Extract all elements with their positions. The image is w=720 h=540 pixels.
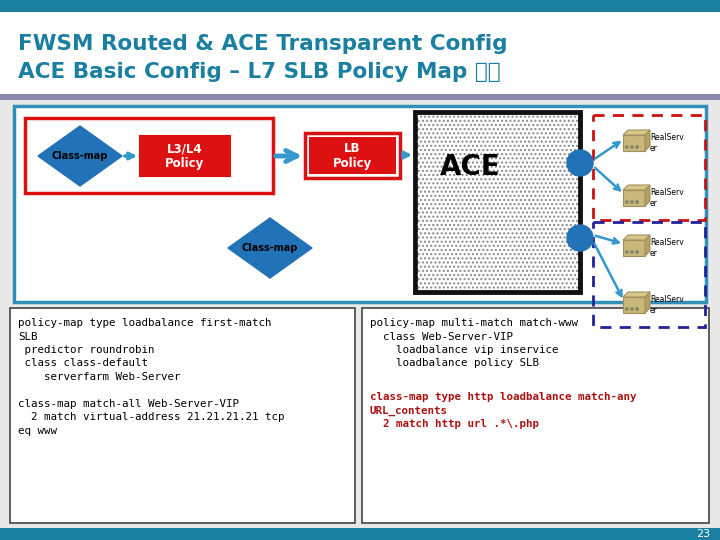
FancyBboxPatch shape [623, 240, 645, 256]
Circle shape [631, 201, 633, 203]
FancyBboxPatch shape [362, 308, 709, 523]
FancyBboxPatch shape [14, 106, 706, 302]
FancyBboxPatch shape [25, 118, 273, 193]
FancyBboxPatch shape [10, 308, 355, 523]
FancyBboxPatch shape [305, 133, 400, 178]
Text: RealServ
er: RealServ er [650, 188, 684, 208]
Polygon shape [38, 126, 122, 186]
Circle shape [626, 146, 628, 148]
Bar [0, 12, 720, 94]
FancyBboxPatch shape [415, 112, 580, 292]
Circle shape [636, 251, 638, 253]
Polygon shape [645, 292, 650, 313]
Circle shape [631, 308, 633, 310]
Text: FWSM Routed & ACE Transparent Config: FWSM Routed & ACE Transparent Config [18, 34, 508, 54]
Text: 2 match http url .*\.php: 2 match http url .*\.php [370, 419, 539, 429]
Text: serverfarm Web-Server: serverfarm Web-Server [18, 372, 181, 382]
Text: SLB: SLB [18, 332, 37, 341]
Circle shape [626, 251, 628, 253]
Text: L3/L4
Policy: L3/L4 Policy [166, 142, 204, 170]
Circle shape [631, 146, 633, 148]
Polygon shape [645, 235, 650, 256]
Circle shape [636, 308, 638, 310]
Polygon shape [623, 235, 650, 240]
Text: RealServ
er: RealServ er [650, 295, 684, 315]
Text: loadbalance policy SLB: loadbalance policy SLB [370, 359, 539, 368]
FancyBboxPatch shape [309, 137, 396, 174]
Text: URL_contents: URL_contents [370, 406, 448, 416]
Bar [0, 94, 720, 100]
Circle shape [567, 225, 593, 251]
Text: class Web-Server-VIP: class Web-Server-VIP [370, 332, 513, 341]
Text: RealServ
er: RealServ er [650, 133, 684, 153]
FancyBboxPatch shape [140, 136, 230, 176]
Polygon shape [228, 218, 312, 278]
FancyBboxPatch shape [623, 190, 645, 206]
Text: class class-default: class class-default [18, 359, 148, 368]
Text: LB
Policy: LB Policy [333, 141, 372, 170]
Polygon shape [623, 292, 650, 297]
Text: class-map type http loadbalance match-any: class-map type http loadbalance match-an… [370, 392, 636, 402]
Bar [0, 0, 720, 12]
Circle shape [567, 150, 593, 176]
Circle shape [636, 201, 638, 203]
Text: policy-map multi-match match-www: policy-map multi-match match-www [370, 318, 578, 328]
Text: RealServ
er: RealServ er [650, 238, 684, 258]
Polygon shape [645, 185, 650, 206]
Text: class-map match-all Web-Server-VIP: class-map match-all Web-Server-VIP [18, 399, 239, 409]
Bar [0, 528, 720, 540]
Text: 2 match virtual-address 21.21.21.21 tcp: 2 match virtual-address 21.21.21.21 tcp [18, 413, 284, 422]
Text: policy-map type loadbalance first-match: policy-map type loadbalance first-match [18, 318, 271, 328]
Circle shape [626, 201, 628, 203]
FancyBboxPatch shape [623, 297, 645, 313]
Text: ACE Basic Config – L7 SLB Policy Map 구성: ACE Basic Config – L7 SLB Policy Map 구성 [18, 62, 500, 82]
Polygon shape [645, 130, 650, 151]
Text: Class-map: Class-map [52, 151, 108, 161]
Circle shape [631, 251, 633, 253]
Circle shape [626, 308, 628, 310]
FancyBboxPatch shape [623, 135, 645, 151]
Polygon shape [623, 130, 650, 135]
Circle shape [636, 146, 638, 148]
Text: eq www: eq www [18, 426, 57, 436]
Text: loadbalance vip inservice: loadbalance vip inservice [370, 345, 559, 355]
Text: Class-map: Class-map [242, 243, 298, 253]
Text: ACE: ACE [440, 153, 500, 181]
Text: predictor roundrobin: predictor roundrobin [18, 345, 155, 355]
Text: 23: 23 [696, 529, 710, 539]
Polygon shape [623, 185, 650, 190]
